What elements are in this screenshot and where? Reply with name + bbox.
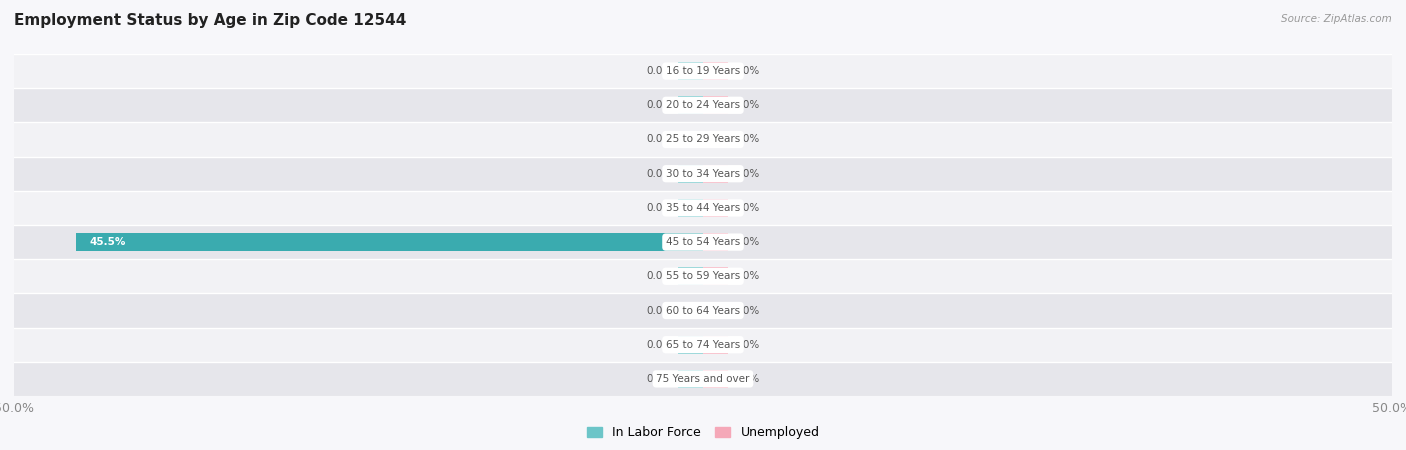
Text: 55 to 59 Years: 55 to 59 Years (666, 271, 740, 281)
Bar (14, 122, 1392, 157)
Text: Employment Status by Age in Zip Code 12544: Employment Status by Age in Zip Code 125… (14, 14, 406, 28)
Bar (703, 336, 728, 354)
Bar (678, 130, 703, 148)
Bar (678, 336, 703, 354)
Text: 45 to 54 Years: 45 to 54 Years (666, 237, 740, 247)
Text: 0.0%: 0.0% (647, 66, 672, 76)
Text: 0.0%: 0.0% (734, 306, 759, 315)
Text: 0.0%: 0.0% (647, 100, 672, 110)
Bar (703, 62, 728, 80)
Bar (703, 130, 728, 148)
Bar (703, 370, 728, 388)
Text: 0.0%: 0.0% (734, 203, 759, 213)
Text: 0.0%: 0.0% (647, 271, 672, 281)
Text: 0.0%: 0.0% (734, 374, 759, 384)
Text: Source: ZipAtlas.com: Source: ZipAtlas.com (1281, 14, 1392, 23)
Bar (678, 96, 703, 114)
Text: 35 to 44 Years: 35 to 44 Years (666, 203, 740, 213)
Bar (678, 199, 703, 217)
Bar (703, 96, 728, 114)
Bar (14, 293, 1392, 328)
Bar (14, 225, 1392, 259)
Text: 0.0%: 0.0% (734, 169, 759, 179)
Text: 0.0%: 0.0% (734, 340, 759, 350)
Bar (14, 157, 1392, 191)
Text: 65 to 74 Years: 65 to 74 Years (666, 340, 740, 350)
Bar (14, 88, 1392, 122)
Text: 0.0%: 0.0% (647, 135, 672, 144)
Bar (678, 267, 703, 285)
Text: 0.0%: 0.0% (647, 169, 672, 179)
Bar (14, 259, 1392, 293)
Bar (76, 233, 703, 251)
Bar (703, 302, 728, 319)
Bar (14, 328, 1392, 362)
Text: 0.0%: 0.0% (734, 271, 759, 281)
Text: 0.0%: 0.0% (647, 374, 672, 384)
Text: 0.0%: 0.0% (647, 340, 672, 350)
Text: 0.0%: 0.0% (647, 306, 672, 315)
Text: 30 to 34 Years: 30 to 34 Years (666, 169, 740, 179)
Text: 25 to 29 Years: 25 to 29 Years (666, 135, 740, 144)
Bar (703, 267, 728, 285)
Bar (14, 191, 1392, 225)
Text: 45.5%: 45.5% (90, 237, 127, 247)
Text: 0.0%: 0.0% (734, 66, 759, 76)
Bar (678, 302, 703, 319)
Bar (678, 370, 703, 388)
Text: 0.0%: 0.0% (734, 237, 759, 247)
Text: 0.0%: 0.0% (734, 135, 759, 144)
Bar (14, 54, 1392, 88)
Bar (14, 362, 1392, 396)
Legend: In Labor Force, Unemployed: In Labor Force, Unemployed (582, 422, 824, 445)
Text: 0.0%: 0.0% (647, 203, 672, 213)
Text: 60 to 64 Years: 60 to 64 Years (666, 306, 740, 315)
Bar (678, 62, 703, 80)
Bar (703, 199, 728, 217)
Text: 75 Years and over: 75 Years and over (657, 374, 749, 384)
Text: 20 to 24 Years: 20 to 24 Years (666, 100, 740, 110)
Text: 16 to 19 Years: 16 to 19 Years (666, 66, 740, 76)
Text: 0.0%: 0.0% (734, 100, 759, 110)
Bar (703, 233, 728, 251)
Bar (703, 165, 728, 183)
Bar (678, 165, 703, 183)
